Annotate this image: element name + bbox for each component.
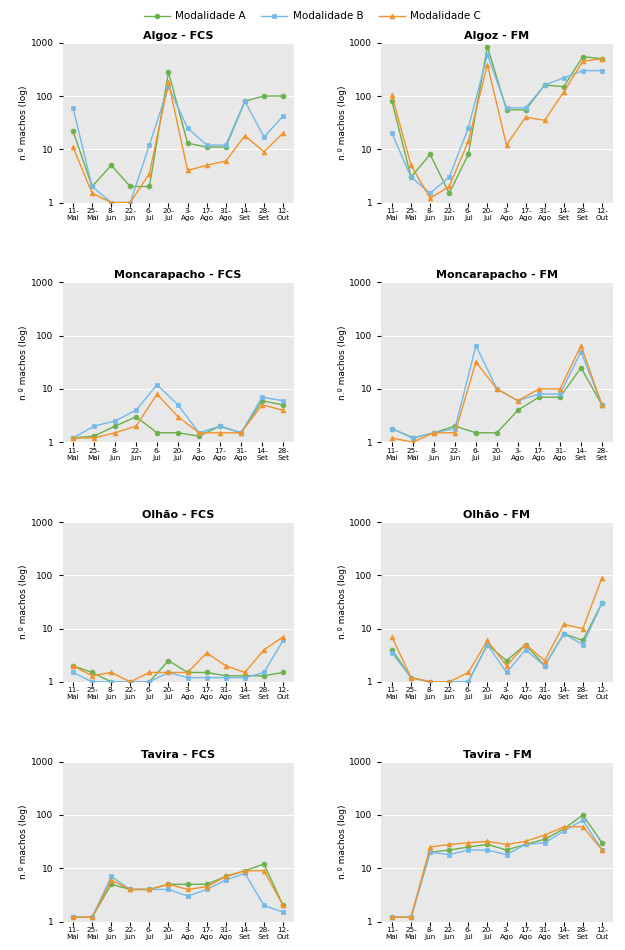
Title: Tavira - FCS: Tavira - FCS (141, 750, 215, 760)
Title: Algoz - FM: Algoz - FM (464, 30, 529, 41)
Title: Olhão - FM: Olhão - FM (464, 510, 531, 520)
Title: Moncarapacho - FM: Moncarapacho - FM (436, 270, 558, 280)
Y-axis label: n.º machos (log): n.º machos (log) (19, 564, 28, 639)
Title: Algoz - FCS: Algoz - FCS (142, 30, 213, 41)
Y-axis label: n.º machos (log): n.º machos (log) (338, 564, 347, 639)
Title: Moncarapacho - FCS: Moncarapacho - FCS (114, 270, 242, 280)
Y-axis label: n.º machos (log): n.º machos (log) (338, 325, 347, 400)
Y-axis label: n.º machos (log): n.º machos (log) (338, 86, 347, 160)
Y-axis label: n.º machos (log): n.º machos (log) (338, 805, 347, 879)
Title: Olhão - FCS: Olhão - FCS (142, 510, 214, 520)
Y-axis label: n.º machos (log): n.º machos (log) (19, 86, 28, 160)
Y-axis label: n.º machos (log): n.º machos (log) (19, 805, 28, 879)
Title: Tavira - FM: Tavira - FM (462, 750, 531, 760)
Legend: Modalidade A, Modalidade B, Modalidade C: Modalidade A, Modalidade B, Modalidade C (140, 7, 485, 26)
Y-axis label: n.º machos (log): n.º machos (log) (19, 325, 28, 400)
